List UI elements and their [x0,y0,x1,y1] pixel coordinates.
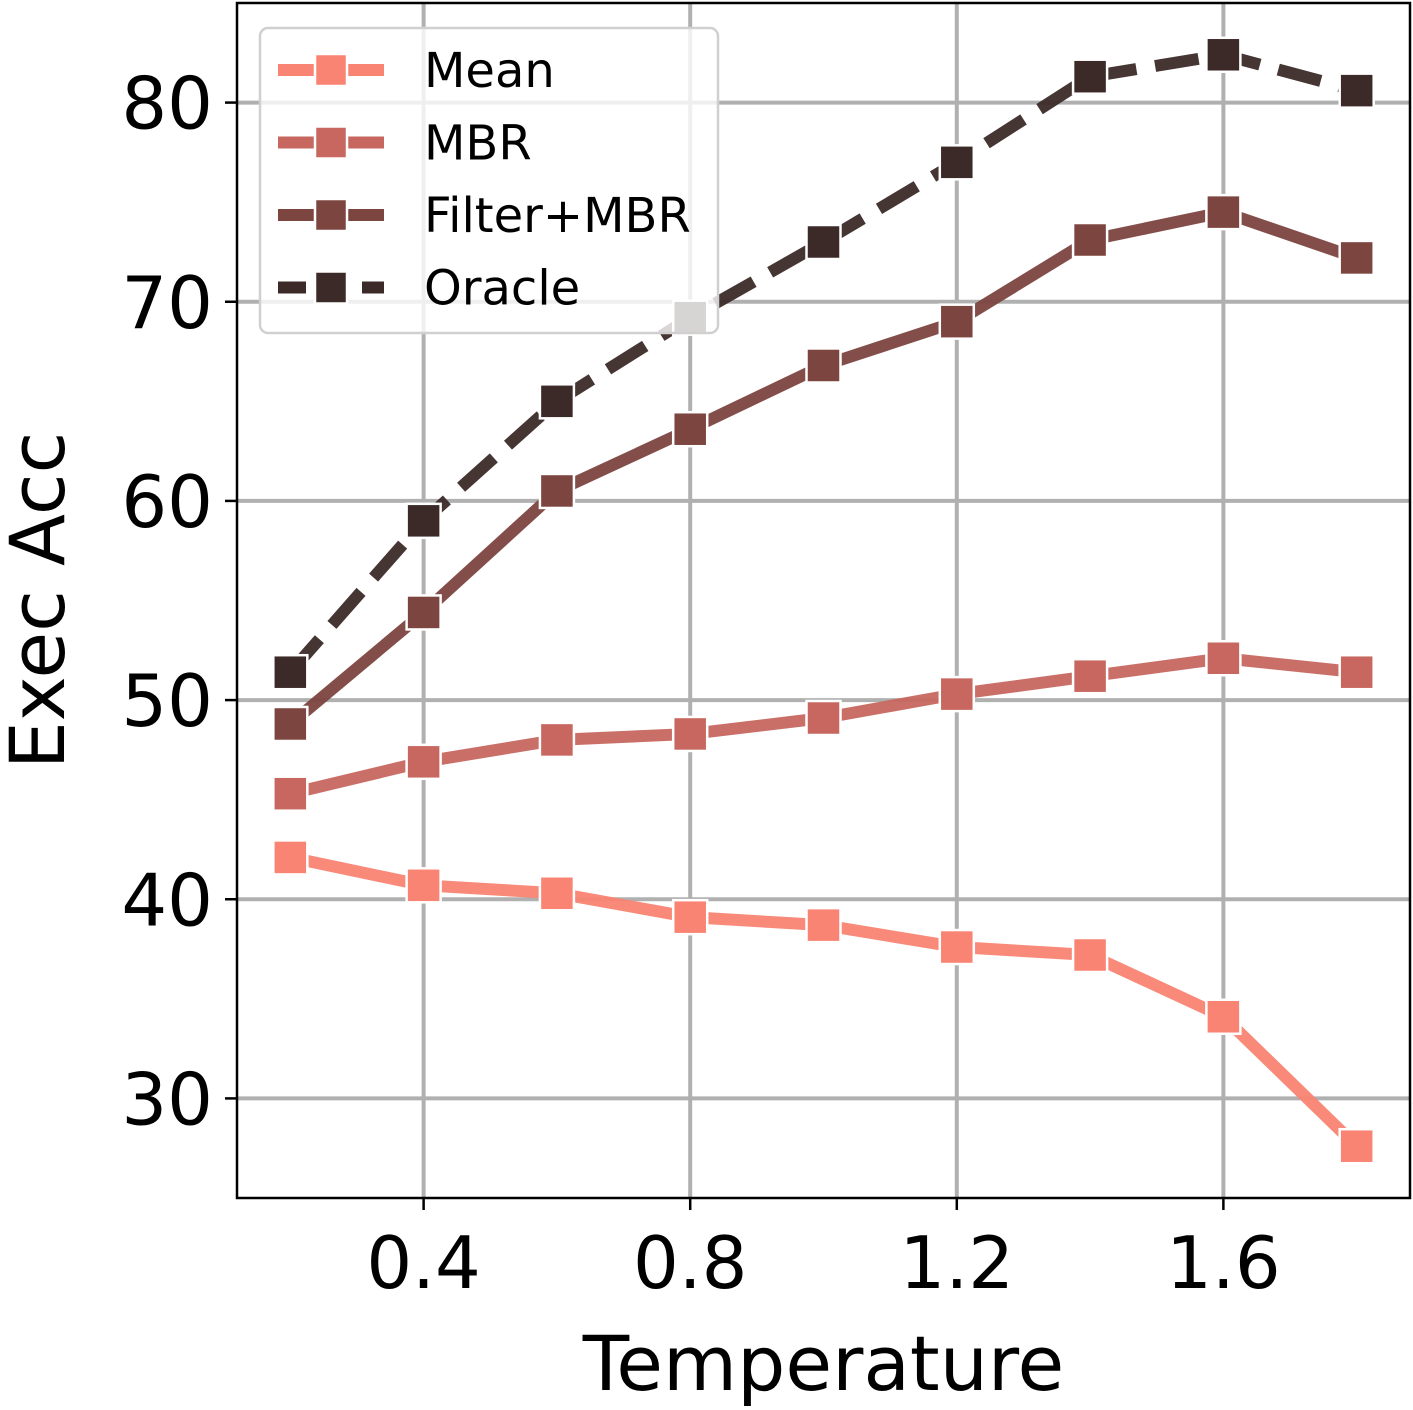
x-tick-label: 1.6 [1166,1221,1281,1305]
data-point [405,743,442,781]
legend-label: Oracle [424,261,580,317]
data-point [938,675,976,713]
data-point [272,653,309,691]
data-point [671,898,709,936]
legend-box [258,26,720,335]
data-point [805,906,842,944]
data-point [1071,657,1109,695]
data-point [538,721,576,759]
legend-marker [313,270,349,305]
y-tick-label: 30 [121,1057,213,1141]
data-point [538,875,576,912]
series-oracle [272,36,1375,691]
data-point [1338,239,1375,277]
legend: Mean MBR Filter+MBR Oracle [258,26,720,335]
legend-marker [313,125,349,160]
data-point [405,867,442,904]
data-point [938,144,976,181]
data-point [938,928,976,966]
x-axis-label: Temperature [582,1319,1064,1408]
data-point [1205,193,1242,231]
series-line [285,48,1359,677]
legend-entry: Oracle [278,261,580,317]
y-axis-label: Exec Acc [0,432,82,770]
legend-marker [313,197,349,233]
axes-frame [235,1,1412,1200]
y-tick-label: 50 [121,659,213,743]
data-point [272,839,309,876]
data-point [538,383,576,420]
x-axis-ticks: 0.4 0.8 1.2 1.6 [366,1198,1281,1305]
data-point [938,303,976,340]
legend-entry: Filter+MBR [278,188,691,244]
data-point [671,715,709,753]
data-point [671,410,709,448]
legend-label: MBR [424,116,532,172]
data-point [805,223,842,261]
data-point [538,472,576,510]
data-point [1338,653,1375,691]
data-point [805,699,842,737]
legend-label: Filter+MBR [424,188,691,244]
y-tick-label: 40 [121,858,213,942]
y-tick-label: 80 [121,62,213,146]
legend-label: Mean [424,43,555,99]
data-point [1205,36,1242,74]
x-tick-label: 0.8 [633,1221,748,1305]
legend-entry: Mean [278,43,555,99]
series-layer [272,36,1375,1165]
data-point [1205,640,1242,677]
data-point [272,775,309,812]
data-point [405,594,442,631]
data-point [805,347,842,384]
data-point [1071,221,1109,259]
data-point [1071,936,1109,974]
legend-marker [313,52,349,88]
data-point [1205,998,1242,1036]
y-axis-ticks: 30 40 50 60 70 80 [121,62,237,1141]
x-tick-label: 0.4 [366,1221,481,1305]
data-point [1338,1127,1375,1165]
data-point [405,502,442,540]
series-mean [272,839,1375,1165]
data-point [1071,58,1109,95]
data-point [272,705,309,743]
series-mbr [272,640,1375,812]
x-tick-label: 1.2 [900,1221,1015,1305]
legend-entry: MBR [278,116,532,172]
y-tick-label: 70 [121,261,213,345]
y-tick-label: 60 [121,460,213,544]
series-filter-mbr [272,193,1375,743]
data-point [1338,72,1375,109]
